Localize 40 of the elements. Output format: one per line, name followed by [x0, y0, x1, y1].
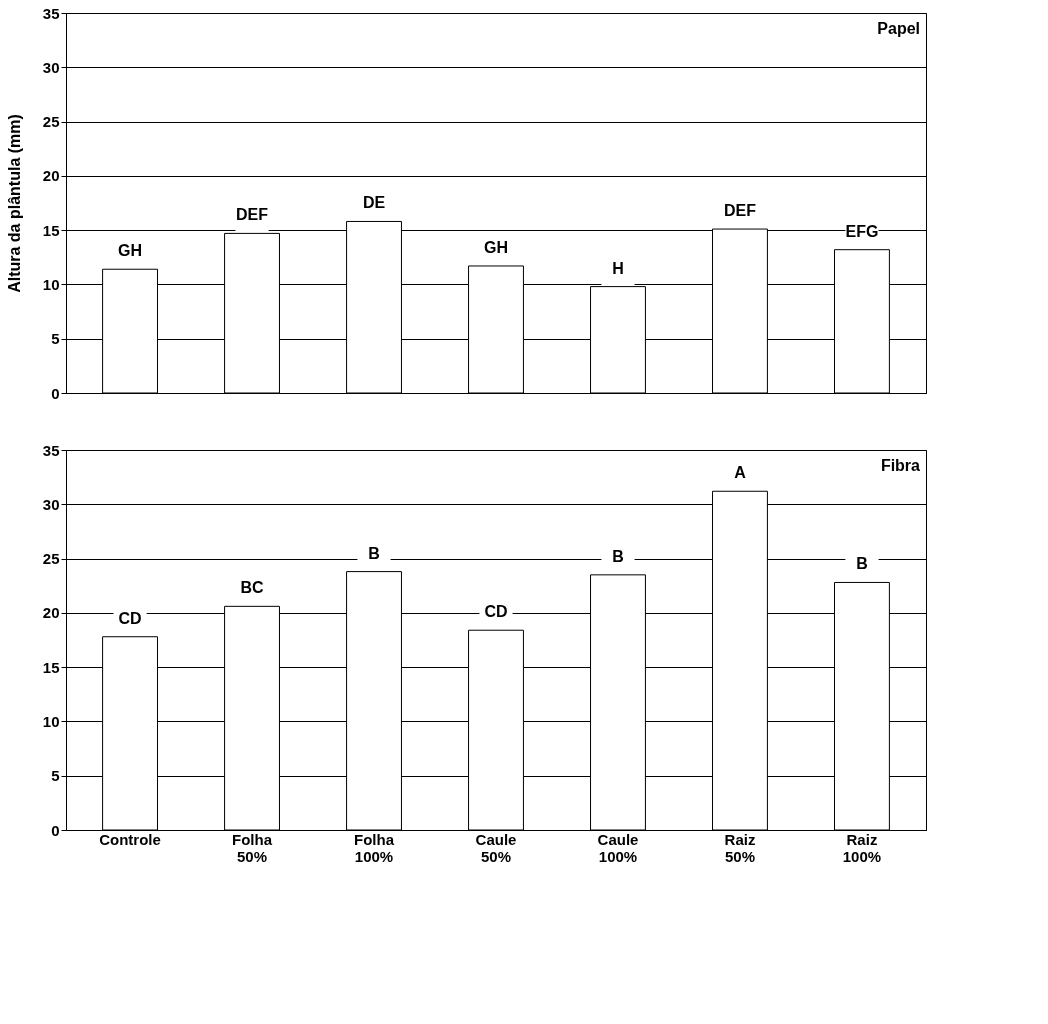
y-tick-label: 20: [42, 167, 60, 185]
data-label: GH: [118, 242, 143, 260]
y-tick-label: 30: [42, 495, 60, 513]
y-tick-label: 20: [42, 604, 60, 622]
x-tick-label: Controle: [99, 830, 161, 848]
y-tick-label: 0: [51, 821, 60, 839]
y-tick-label: 15: [42, 221, 60, 239]
y-axis-title: Altura da plântula (mm): [5, 114, 23, 293]
data-label: EFG: [845, 222, 879, 240]
data-label: CD: [118, 609, 142, 627]
x-tick-label: Caule 50%: [475, 830, 517, 865]
data-label: B: [856, 555, 868, 573]
chart-title: Fibra: [880, 457, 921, 474]
data-label: GH: [484, 238, 508, 256]
chart-title: Papel: [877, 20, 920, 37]
y-tick-label: 35: [42, 4, 60, 22]
x-tick-label: Raiz 100%: [842, 830, 882, 865]
data-label: DE: [362, 194, 386, 212]
data-label: BC: [240, 579, 265, 597]
data-label: CD: [484, 603, 508, 621]
x-tick-label: Caule 100%: [597, 830, 639, 865]
x-tick-label: Folha 50%: [232, 830, 273, 865]
data-label: B: [368, 544, 380, 562]
x-tick-label: Folha 100%: [354, 830, 395, 865]
y-tick-label: 10: [42, 275, 60, 293]
y-tick-label: 35: [42, 441, 60, 459]
y-tick-label: 0: [51, 384, 60, 402]
data-label: B: [612, 547, 624, 565]
y-tick-label: 25: [42, 113, 60, 131]
x-tick-label: Raiz 50%: [724, 830, 756, 865]
data-label: DEF: [723, 202, 757, 220]
y-tick-label: 5: [51, 767, 60, 785]
y-tick-label: 15: [42, 658, 60, 676]
data-label: DEF: [236, 206, 269, 224]
y-tick-label: 30: [42, 58, 60, 76]
y-tick-label: 5: [51, 330, 60, 348]
y-tick-label: 25: [42, 550, 60, 568]
y-tick-label: 10: [42, 712, 60, 730]
data-label: H: [612, 259, 624, 277]
data-label: A: [734, 464, 747, 482]
